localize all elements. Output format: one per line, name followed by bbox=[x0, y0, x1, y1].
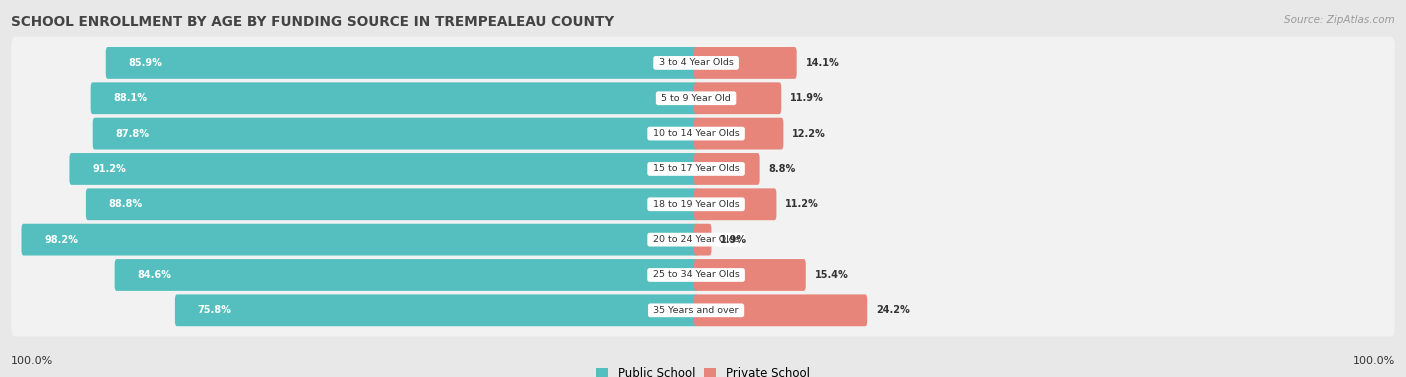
Text: 10 to 14 Year Olds: 10 to 14 Year Olds bbox=[650, 129, 742, 138]
Legend: Public School, Private School: Public School, Private School bbox=[592, 362, 814, 377]
FancyBboxPatch shape bbox=[695, 188, 776, 220]
Text: 85.9%: 85.9% bbox=[128, 58, 163, 68]
FancyBboxPatch shape bbox=[695, 224, 711, 256]
Text: 8.8%: 8.8% bbox=[769, 164, 796, 174]
Text: 91.2%: 91.2% bbox=[93, 164, 127, 174]
FancyBboxPatch shape bbox=[21, 224, 699, 256]
FancyBboxPatch shape bbox=[86, 188, 699, 220]
Text: SCHOOL ENROLLMENT BY AGE BY FUNDING SOURCE IN TREMPEALEAU COUNTY: SCHOOL ENROLLMENT BY AGE BY FUNDING SOUR… bbox=[11, 15, 614, 29]
Text: 35 Years and over: 35 Years and over bbox=[651, 306, 742, 315]
FancyBboxPatch shape bbox=[93, 118, 699, 150]
Text: 84.6%: 84.6% bbox=[138, 270, 172, 280]
FancyBboxPatch shape bbox=[105, 47, 699, 79]
FancyBboxPatch shape bbox=[69, 153, 699, 185]
FancyBboxPatch shape bbox=[11, 37, 1395, 89]
FancyBboxPatch shape bbox=[695, 118, 783, 150]
Text: 88.8%: 88.8% bbox=[108, 199, 143, 209]
FancyBboxPatch shape bbox=[11, 178, 1395, 230]
FancyBboxPatch shape bbox=[90, 82, 699, 114]
FancyBboxPatch shape bbox=[115, 259, 699, 291]
Text: 15.4%: 15.4% bbox=[814, 270, 848, 280]
Text: 100.0%: 100.0% bbox=[1353, 356, 1395, 366]
Text: 18 to 19 Year Olds: 18 to 19 Year Olds bbox=[650, 200, 742, 209]
FancyBboxPatch shape bbox=[11, 249, 1395, 301]
Text: 75.8%: 75.8% bbox=[198, 305, 232, 315]
Text: 25 to 34 Year Olds: 25 to 34 Year Olds bbox=[650, 270, 742, 279]
Text: 1.9%: 1.9% bbox=[720, 234, 748, 245]
Text: 14.1%: 14.1% bbox=[806, 58, 839, 68]
FancyBboxPatch shape bbox=[695, 259, 806, 291]
FancyBboxPatch shape bbox=[695, 82, 782, 114]
Text: 11.9%: 11.9% bbox=[790, 93, 824, 103]
Text: 11.2%: 11.2% bbox=[786, 199, 820, 209]
Text: 87.8%: 87.8% bbox=[115, 129, 149, 139]
FancyBboxPatch shape bbox=[11, 143, 1395, 195]
Text: 98.2%: 98.2% bbox=[45, 234, 79, 245]
Text: 100.0%: 100.0% bbox=[11, 356, 53, 366]
Text: 88.1%: 88.1% bbox=[114, 93, 148, 103]
Text: 15 to 17 Year Olds: 15 to 17 Year Olds bbox=[650, 164, 742, 173]
FancyBboxPatch shape bbox=[695, 153, 759, 185]
FancyBboxPatch shape bbox=[174, 294, 699, 326]
FancyBboxPatch shape bbox=[11, 72, 1395, 124]
Text: 20 to 24 Year Olds: 20 to 24 Year Olds bbox=[650, 235, 742, 244]
Text: 12.2%: 12.2% bbox=[793, 129, 827, 139]
FancyBboxPatch shape bbox=[11, 213, 1395, 266]
FancyBboxPatch shape bbox=[11, 284, 1395, 337]
Text: Source: ZipAtlas.com: Source: ZipAtlas.com bbox=[1284, 15, 1395, 25]
FancyBboxPatch shape bbox=[695, 294, 868, 326]
Text: 3 to 4 Year Olds: 3 to 4 Year Olds bbox=[655, 58, 737, 67]
Text: 24.2%: 24.2% bbox=[876, 305, 910, 315]
Text: 5 to 9 Year Old: 5 to 9 Year Old bbox=[658, 94, 734, 103]
FancyBboxPatch shape bbox=[11, 107, 1395, 160]
FancyBboxPatch shape bbox=[695, 47, 797, 79]
